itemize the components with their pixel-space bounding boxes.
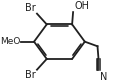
Text: N: N [100,72,108,82]
Text: MeO: MeO [0,37,20,46]
Text: Br: Br [25,70,36,80]
Text: Br: Br [25,3,36,13]
Text: OH: OH [74,1,89,11]
